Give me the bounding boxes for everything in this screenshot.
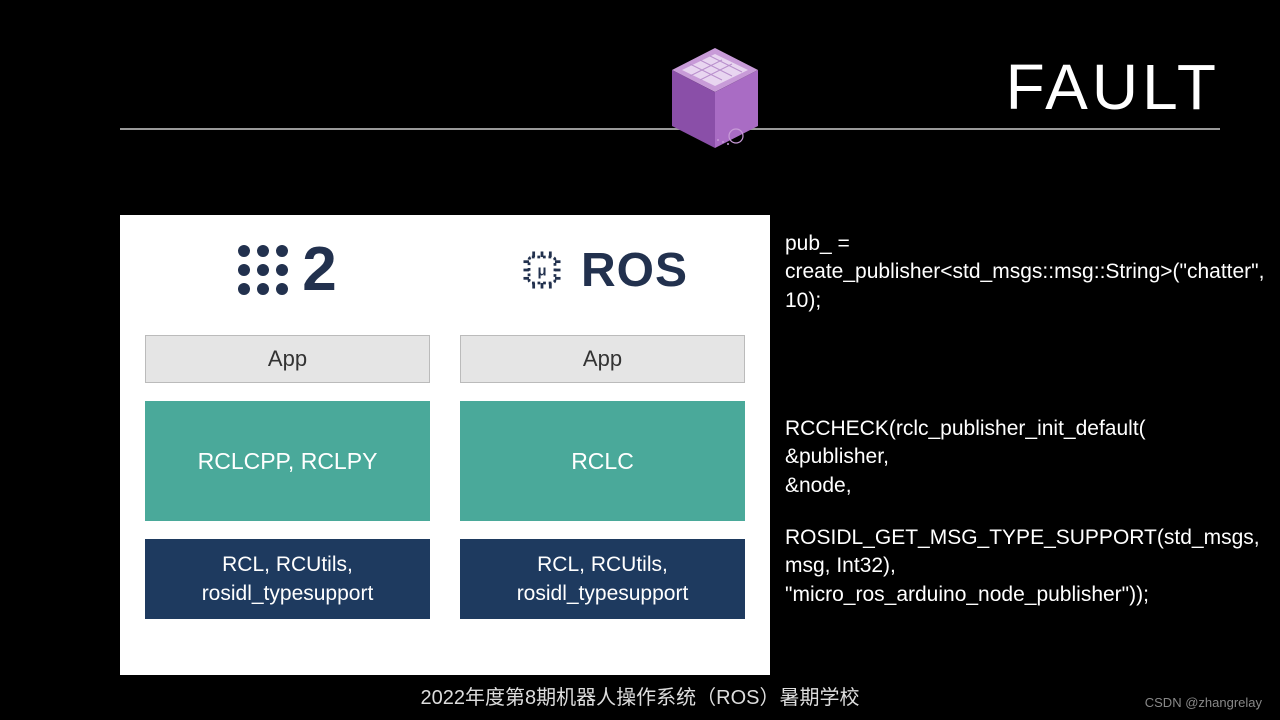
- logo-ros-text: ROS: [581, 243, 688, 298]
- box-rcl-left: RCLCPP, RCLPY: [145, 401, 430, 521]
- box-base-right-label: RCL, RCUtils,rosidl_typesupport: [517, 550, 689, 609]
- code-block-rclc-1: RCCHECK(rclc_publisher_init_default( &pu…: [785, 415, 1265, 500]
- page-title: FAULT: [1006, 50, 1220, 124]
- code-line: ROSIDL_GET_MSG_TYPE_SUPPORT(std_msgs, ms…: [785, 524, 1265, 581]
- architecture-diagram: 2 App RCLCPP, RCLPY RCL, RCUtils,rosidl_…: [120, 215, 770, 675]
- code-line: RCCHECK(rclc_publisher_init_default(: [785, 415, 1265, 443]
- box-app-left: App: [145, 335, 430, 383]
- box-base-left: RCL, RCUtils,rosidl_typesupport: [145, 539, 430, 619]
- code-line: "micro_ros_arduino_node_publisher"));: [785, 581, 1265, 609]
- footer-text: 2022年度第8期机器人操作系统（ROS）暑期学校: [0, 681, 1280, 710]
- header: FAULT: [120, 50, 1220, 140]
- svg-text:μ: μ: [537, 264, 546, 280]
- code-line: &node,: [785, 472, 1265, 500]
- box-rcl-right: RCLC: [460, 401, 745, 521]
- code-block-rclc-2: ROSIDL_GET_MSG_TYPE_SUPPORT(std_msgs, ms…: [785, 524, 1265, 609]
- logo-2-text: 2: [302, 239, 336, 301]
- code-line: pub_ =: [785, 230, 1265, 258]
- dots-icon: [238, 245, 288, 295]
- ros2-stack: 2 App RCLCPP, RCLPY RCL, RCUtils,rosidl_…: [145, 235, 430, 655]
- code-line: create_publisher<std_msgs::msg::String>(…: [785, 258, 1265, 315]
- chip-icon: μ: [517, 245, 567, 295]
- watermark: CSDN @zhangrelay: [1145, 695, 1262, 710]
- code-block-cpp: pub_ = create_publisher<std_msgs::msg::S…: [785, 230, 1265, 315]
- microros-stack: μ ROS App RCLC RCL, RCUtils,rosidl_types…: [460, 235, 745, 655]
- cube-icon: [660, 40, 770, 165]
- box-base-right: RCL, RCUtils,rosidl_typesupport: [460, 539, 745, 619]
- ros2-logo: 2: [238, 235, 336, 305]
- microros-logo: μ ROS: [517, 235, 688, 305]
- code-snippets: pub_ = create_publisher<std_msgs::msg::S…: [785, 230, 1265, 609]
- code-line: &publisher,: [785, 443, 1265, 471]
- box-base-left-label: RCL, RCUtils,rosidl_typesupport: [202, 550, 374, 609]
- box-app-right: App: [460, 335, 745, 383]
